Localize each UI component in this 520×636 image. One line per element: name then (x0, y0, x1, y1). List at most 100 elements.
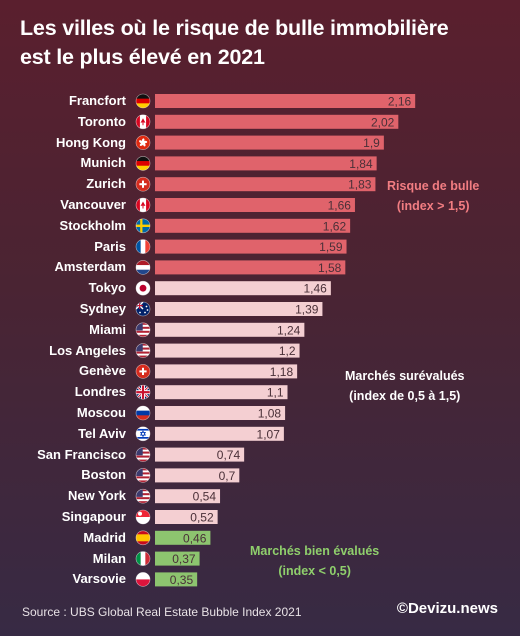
value-label-zurich: 1,83 (348, 178, 372, 192)
bar-zurich (155, 177, 376, 192)
us-flag-icon (135, 343, 151, 358)
value-label-hong-kong: 1,9 (363, 136, 380, 150)
annotation-bubble-risk-line2: (index > 1,5) (396, 199, 470, 213)
bar-vancouver (155, 198, 355, 212)
bar-geneve (155, 364, 298, 379)
bar-varsovie (155, 572, 198, 587)
category-label-amsterdam: Amsterdam (54, 259, 126, 275)
bar-toronto (155, 114, 399, 129)
annotation-fairly-valued: Marchés bien évalués (index < 0,5) (250, 541, 379, 581)
bar-tel-aviv (155, 426, 284, 441)
value-label-londres: 1,1 (267, 386, 284, 400)
us-flag-icon (135, 322, 151, 338)
category-label-hong-kong: Hong Kong (55, 134, 126, 150)
category-label-los-angeles: Los Angeles (49, 342, 126, 358)
chart-title-line1: Les villes où le risque de bulle immobil… (20, 16, 449, 40)
bar-sydney (155, 302, 323, 316)
bar-munich (155, 156, 377, 171)
it-flag-icon (135, 551, 151, 566)
category-label-francfort: Francfort (68, 93, 126, 108)
annotation-fairly-valued-line2: (index < 0,5) (278, 564, 351, 578)
category-label-geneve: Genève (79, 363, 126, 379)
hk-flag-icon (135, 135, 151, 150)
category-label-stockholm: Stockholm (59, 217, 126, 233)
gb-flag-icon (135, 384, 151, 400)
category-label-miami: Miami (89, 321, 126, 337)
brand-credit: ©Devizu.news (396, 600, 498, 617)
value-label-munich: 1,84 (349, 157, 373, 171)
value-label-singapour: 0,52 (190, 511, 214, 525)
category-label-new-york: New York (67, 488, 126, 504)
annotation-fairly-valued-line1: Marchés bien évalués (250, 544, 380, 558)
category-label-toronto: Toronto (77, 113, 126, 129)
category-label-singapour: Singapour (61, 509, 126, 524)
value-label-amsterdam: 1,58 (318, 261, 342, 275)
us-flag-icon (135, 468, 151, 483)
bar-boston (155, 468, 240, 483)
au-flag-icon (135, 301, 151, 317)
annotation-bubble-risk-line1: Risque de bulle (387, 179, 480, 193)
category-label-varsovie: Varsovie (72, 571, 127, 587)
category-label-zurich: Zurich (86, 176, 126, 192)
bar-moscou (155, 406, 286, 420)
bar-madrid (155, 530, 211, 545)
de-flag-icon (135, 93, 151, 109)
ch-flag-icon (135, 364, 151, 379)
us-flag-icon (135, 488, 151, 504)
category-label-tel-aviv: Tel Aviv (78, 425, 126, 441)
category-label-tokyo: Tokyo (88, 280, 126, 296)
pl-flag-icon (135, 572, 151, 587)
category-label-boston: Boston (81, 467, 126, 483)
value-label-boston: 0,7 (219, 469, 236, 483)
se-flag-icon (135, 218, 151, 234)
category-label-san-francisco: San Francisco (37, 446, 126, 462)
bar-new-york (155, 489, 221, 504)
source-note: Source : UBS Global Real Estate Bubble I… (22, 605, 302, 619)
value-label-geneve: 1,18 (270, 365, 294, 379)
il-flag-icon (135, 426, 151, 442)
nl-flag-icon (135, 260, 151, 275)
category-label-moscou: Moscou (76, 405, 126, 420)
ca-flag-icon (135, 197, 151, 213)
chart-title-line2: est le plus élevé en 2021 (20, 45, 265, 69)
annotation-overvalued: Marchés surévalués (index de 0,5 à 1,5) (345, 366, 465, 406)
annotation-bubble-risk: Risque de bulle (index > 1,5) (387, 176, 479, 216)
bar-amsterdam (155, 260, 346, 275)
annotation-overvalued-line2: (index de 0,5 à 1,5) (349, 389, 461, 403)
value-label-stockholm: 1,62 (323, 219, 347, 233)
ch-flag-icon (135, 176, 151, 192)
value-label-vancouver: 1,66 (328, 199, 352, 213)
value-label-varsovie: 0,35 (170, 573, 194, 587)
bar-stockholm (155, 218, 351, 233)
category-label-vancouver: Vancouver (60, 197, 126, 212)
bar-los-angeles (155, 343, 300, 358)
value-label-los-angeles: 1,2 (279, 344, 296, 358)
bar-milan (155, 551, 200, 566)
value-label-milan: 0,37 (172, 552, 196, 566)
value-label-miami: 1,24 (277, 323, 301, 337)
value-label-new-york: 0,54 (193, 490, 217, 504)
value-label-san-francisco: 0,74 (217, 448, 241, 462)
sg-flag-icon (135, 509, 151, 525)
jp-flag-icon (135, 280, 151, 296)
category-label-paris: Paris (94, 238, 126, 254)
chart-title: Les villes où le risque de bulle immobil… (20, 14, 510, 72)
es-flag-icon (135, 530, 151, 546)
value-label-francfort: 2,16 (388, 95, 412, 109)
value-label-toronto: 2,02 (371, 115, 395, 129)
us-flag-icon (135, 447, 151, 462)
value-label-tel-aviv: 1,07 (257, 427, 281, 441)
annotation-overvalued-line1: Marchés surévalués (345, 369, 465, 383)
ca-flag-icon (135, 114, 151, 130)
bar-san-francisco (155, 447, 245, 462)
bar-londres (155, 385, 288, 400)
value-label-moscou: 1,08 (258, 407, 282, 421)
ru-flag-icon (135, 405, 151, 421)
bar-singapour (155, 510, 218, 524)
category-label-munich: Munich (80, 155, 127, 171)
fr-flag-icon (135, 239, 151, 254)
value-label-paris: 1,59 (319, 240, 343, 254)
category-label-sydney: Sydney (79, 301, 126, 316)
de-flag-icon (135, 156, 151, 171)
